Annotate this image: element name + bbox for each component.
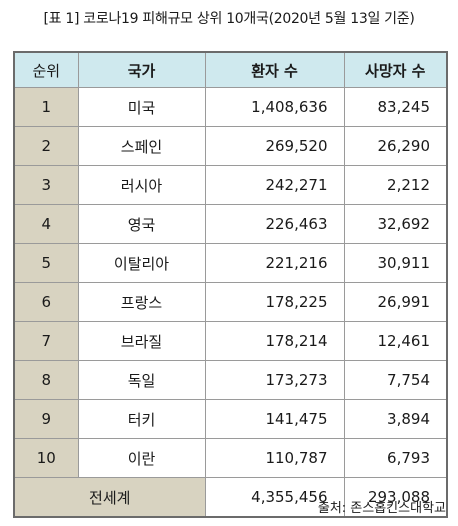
source-note: 출처: 존스홉킨스대학교: [317, 501, 446, 516]
rank-cell: 3: [13, 165, 79, 205]
rank-cell: 1: [13, 87, 79, 127]
table-row: 5 이탈리아 221,216 30,911: [13, 243, 448, 283]
table-row: 7 브라질 178,214 12,461: [13, 321, 448, 361]
table-row: 8 독일 173,273 7,754: [13, 360, 448, 400]
deaths-cell: 30,911: [343, 243, 448, 283]
header-deaths: 사망자 수: [343, 51, 448, 88]
header-rank: 순위: [13, 51, 79, 88]
rank-cell: 10: [13, 438, 79, 478]
total-deaths: 293,088: [343, 477, 448, 518]
rank-cell: 7: [13, 321, 79, 361]
cases-cell: 178,214: [204, 321, 345, 361]
country-cell: 러시아: [77, 165, 206, 205]
total-label: 전세계: [13, 477, 206, 518]
country-cell: 이탈리아: [77, 243, 206, 283]
table-row: 3 러시아 242,271 2,212: [13, 165, 448, 205]
deaths-cell: 2,212: [343, 165, 448, 205]
cases-cell: 226,463: [204, 204, 345, 244]
deaths-cell: 26,991: [343, 282, 448, 322]
total-cases: 4,355,456: [204, 477, 345, 518]
cases-cell: 173,273: [204, 360, 345, 400]
country-cell: 프랑스: [77, 282, 206, 322]
rank-cell: 9: [13, 399, 79, 439]
table-row: 6 프랑스 178,225 26,991: [13, 282, 448, 322]
table-row: 1 미국 1,408,636 83,245: [13, 87, 448, 127]
deaths-cell: 7,754: [343, 360, 448, 400]
rank-cell: 8: [13, 360, 79, 400]
table-header-row: 순위 국가 환자 수 사망자 수: [13, 51, 448, 88]
cases-cell: 221,216: [204, 243, 345, 283]
header-cases: 환자 수: [204, 51, 345, 88]
country-cell: 터키: [77, 399, 206, 439]
country-cell: 이란: [77, 438, 206, 478]
cases-cell: 141,475: [204, 399, 345, 439]
rank-cell: 2: [13, 126, 79, 166]
deaths-cell: 12,461: [343, 321, 448, 361]
deaths-cell: 32,692: [343, 204, 448, 244]
deaths-cell: 26,290: [343, 126, 448, 166]
table-row: 10 이란 110,787 6,793: [13, 438, 448, 478]
header-country: 국가: [77, 51, 206, 88]
table-row: 4 영국 226,463 32,692: [13, 204, 448, 244]
cases-cell: 1,408,636: [204, 87, 345, 127]
country-cell: 영국: [77, 204, 206, 244]
deaths-cell: 3,894: [343, 399, 448, 439]
total-row: 전세계 4,355,456 293,088: [13, 477, 448, 518]
country-cell: 브라질: [77, 321, 206, 361]
country-cell: 독일: [77, 360, 206, 400]
cases-cell: 269,520: [204, 126, 345, 166]
deaths-cell: 6,793: [343, 438, 448, 478]
covid-table: 순위 국가 환자 수 사망자 수 1 미국 1,408,636 83,245 2…: [13, 51, 448, 518]
cases-cell: 178,225: [204, 282, 345, 322]
table-title: [표 1] 코로나19 피해규모 상위 10개국(2020년 5월 13일 기준…: [43, 11, 415, 27]
country-cell: 미국: [77, 87, 206, 127]
cases-cell: 110,787: [204, 438, 345, 478]
table-row: 2 스페인 269,520 26,290: [13, 126, 448, 166]
rank-cell: 4: [13, 204, 79, 244]
rank-cell: 6: [13, 282, 79, 322]
table-row: 9 터키 141,475 3,894: [13, 399, 448, 439]
deaths-cell: 83,245: [343, 87, 448, 127]
rank-cell: 5: [13, 243, 79, 283]
cases-cell: 242,271: [204, 165, 345, 205]
country-cell: 스페인: [77, 126, 206, 166]
